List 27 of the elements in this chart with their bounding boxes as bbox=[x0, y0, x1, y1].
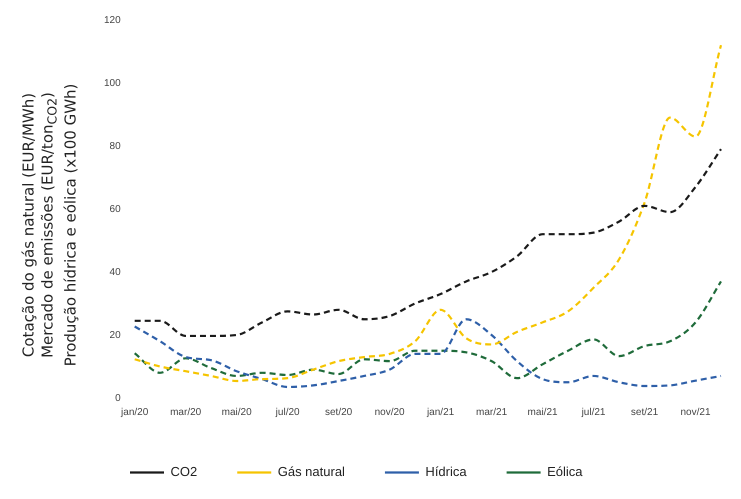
line-series bbox=[134, 318, 722, 388]
y-tick-label: 100 bbox=[104, 78, 122, 89]
legend-label: Hídrica bbox=[425, 464, 468, 480]
y-tick-label: 40 bbox=[110, 266, 122, 278]
x-tick-label: jul/20 bbox=[274, 406, 300, 418]
x-tick-label: set/21 bbox=[630, 406, 659, 418]
x-tick-label: mar/21 bbox=[476, 406, 508, 418]
y-tick-label: 60 bbox=[110, 204, 122, 215]
x-tick-label: jan/20 bbox=[120, 406, 149, 418]
x-tick-label: nov/20 bbox=[374, 406, 406, 418]
legend-label: CO2 bbox=[170, 464, 198, 480]
line-series bbox=[134, 280, 722, 380]
x-tick-label: mar/20 bbox=[170, 406, 202, 418]
x-tick-label: nov/21 bbox=[680, 406, 711, 418]
legend-label: Eólica bbox=[547, 464, 584, 480]
y-tick-label: 80 bbox=[110, 140, 122, 152]
x-tick-label: mai/21 bbox=[528, 406, 558, 418]
line-series bbox=[134, 148, 722, 338]
y-tick-label: 20 bbox=[110, 330, 122, 341]
y-tick-label: 0 bbox=[115, 392, 122, 404]
x-tick-label: mai/20 bbox=[222, 406, 252, 418]
line-series bbox=[134, 44, 722, 382]
x-tick-label: jan/21 bbox=[426, 406, 455, 418]
x-tick-label: jul/21 bbox=[580, 406, 606, 418]
y-tick-label: 120 bbox=[104, 14, 122, 26]
legend-label: Gás natural bbox=[278, 464, 346, 480]
x-tick-label: set/20 bbox=[324, 406, 353, 418]
